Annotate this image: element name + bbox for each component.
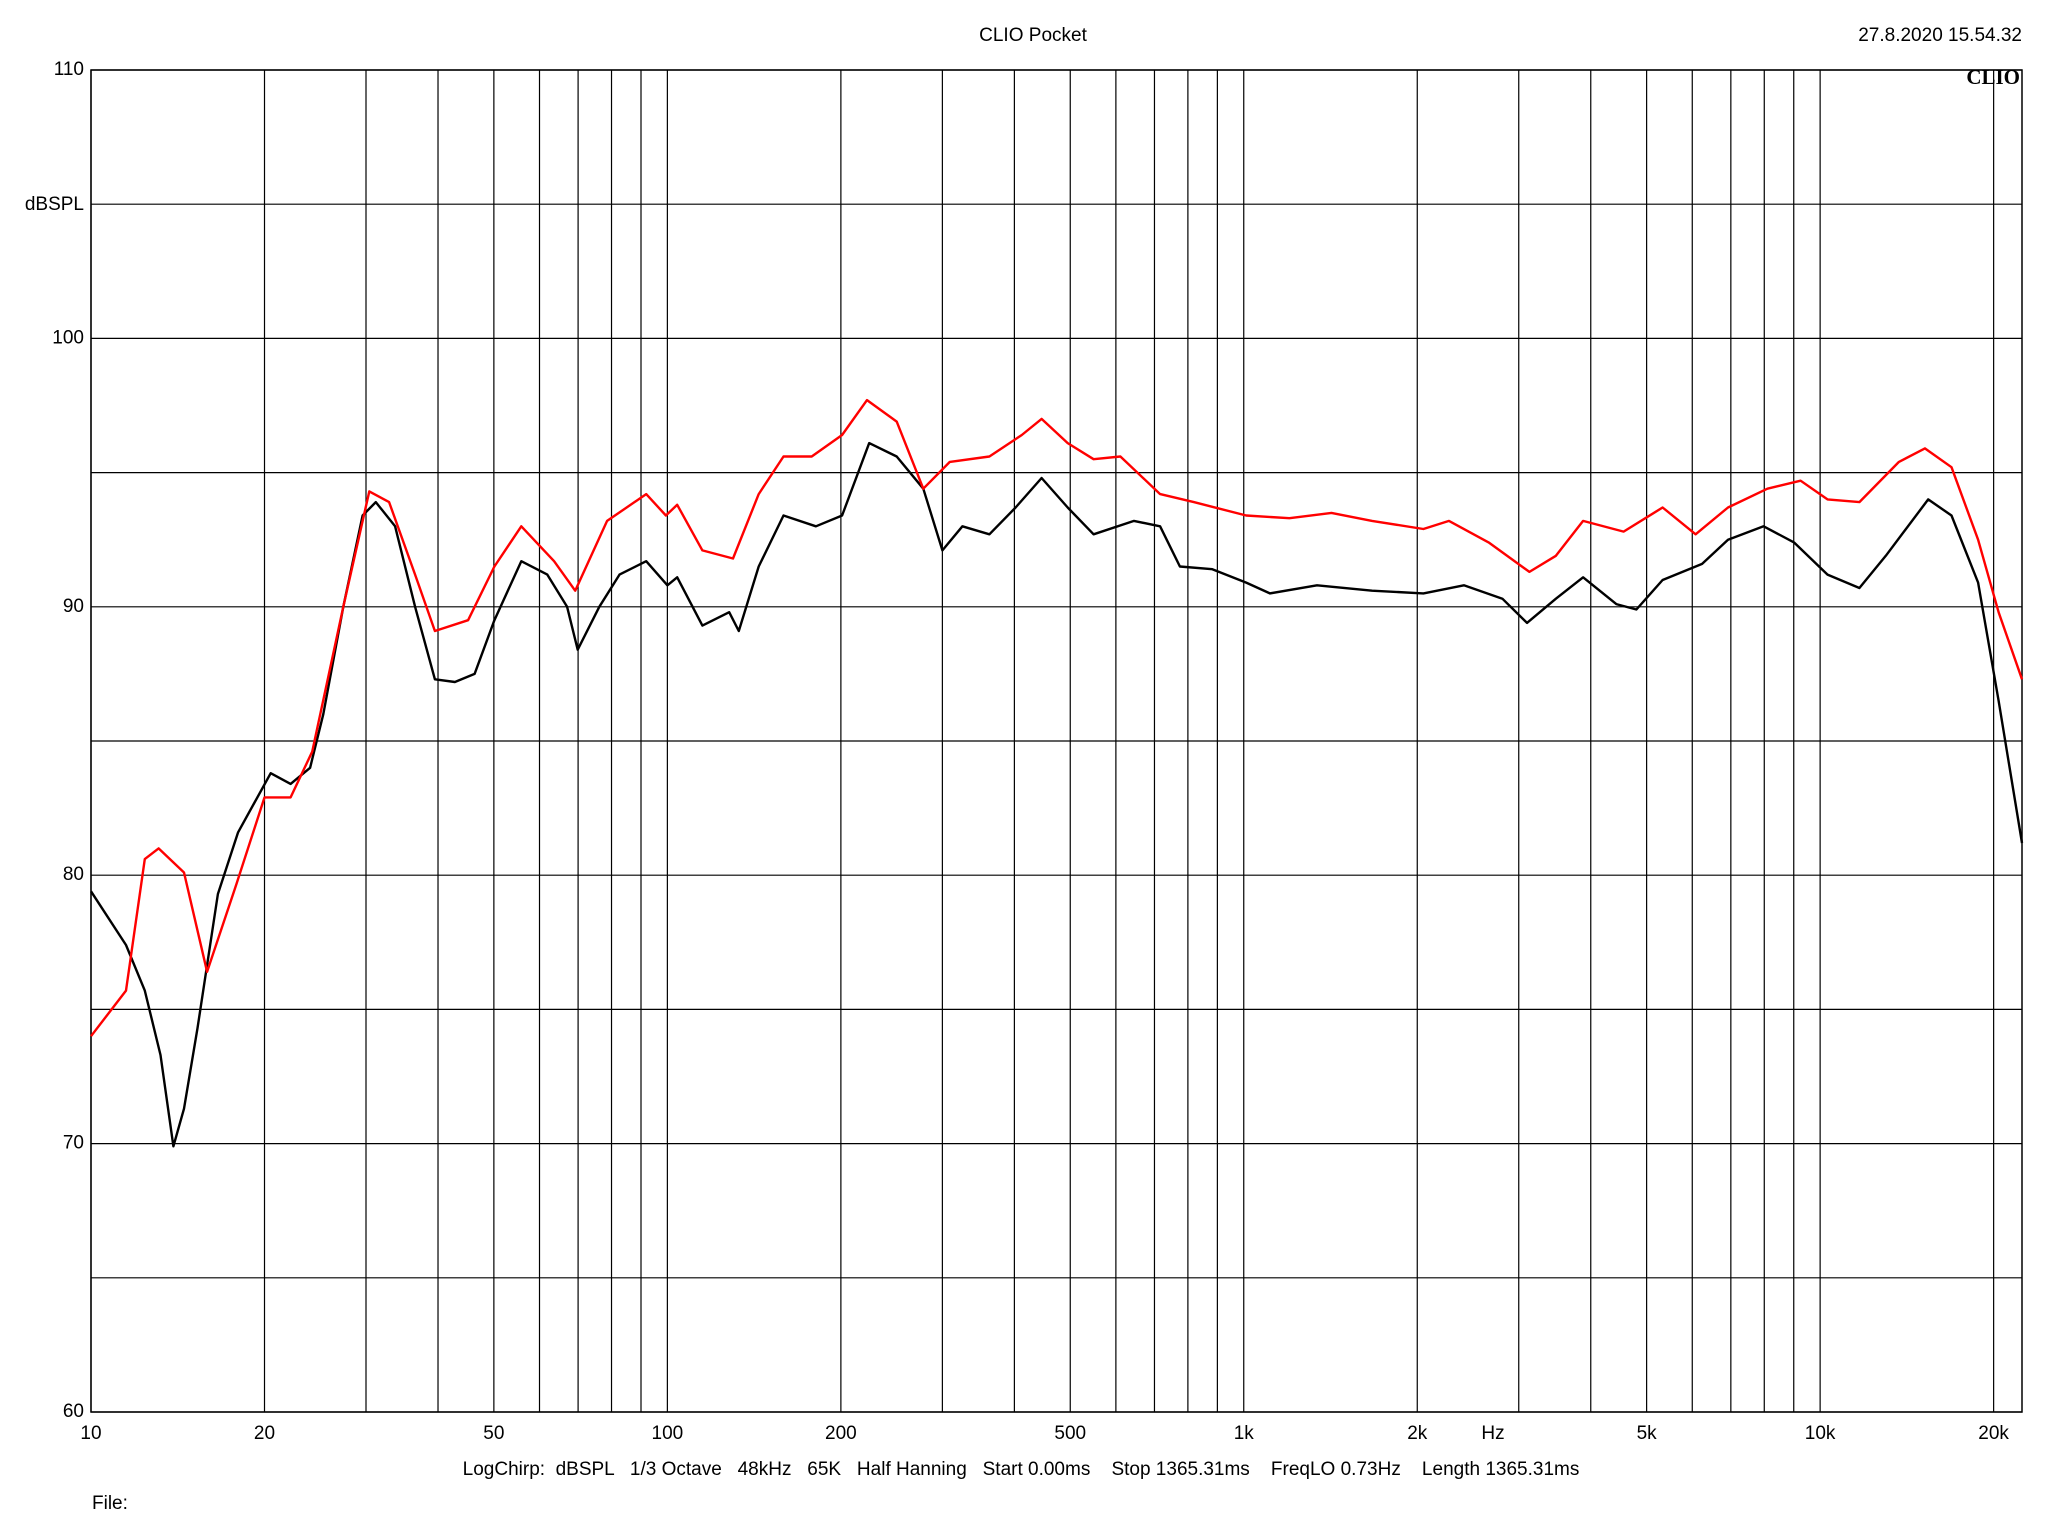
y-axis-label: dBSPL (25, 194, 84, 215)
x-tick-label: 20k (1978, 1423, 2009, 1444)
y-tick-label: 70 (63, 1133, 84, 1154)
file-label: File: (92, 1493, 128, 1514)
footer: LogChirp: dBSPL 1/3 Octave 48kHz 65K Hal… (463, 1459, 1580, 1480)
y-tick-label: 80 (63, 864, 84, 885)
y-tick-label: 60 (63, 1401, 84, 1422)
x-tick-label: 5k (1637, 1423, 1658, 1444)
y-tick-label: 90 (63, 596, 84, 617)
x-tick-label: 50 (483, 1423, 504, 1444)
y-tick-label: 100 (52, 327, 84, 348)
x-tick-label: 20 (254, 1423, 275, 1444)
x-tick-label: 10k (1805, 1423, 1836, 1444)
series-line (89, 441, 2024, 1148)
plot-frame (90, 69, 2023, 1413)
chart-title: CLIO Pocket (979, 25, 1087, 46)
x-tick-label: 200 (825, 1423, 857, 1444)
x-tick-label: 100 (652, 1423, 684, 1444)
x-tick-label: 2k (1407, 1423, 1428, 1444)
x-tick-label: 1k (1234, 1423, 1255, 1444)
x-tick-label: 500 (1054, 1423, 1086, 1444)
x-axis-label: Hz (1481, 1423, 1504, 1444)
y-tick-label: 110 (54, 59, 84, 80)
series-line (90, 398, 2024, 1037)
x-tick-label: 10 (80, 1423, 101, 1444)
timestamp: 27.8.2020 15.54.32 (1858, 25, 2022, 46)
